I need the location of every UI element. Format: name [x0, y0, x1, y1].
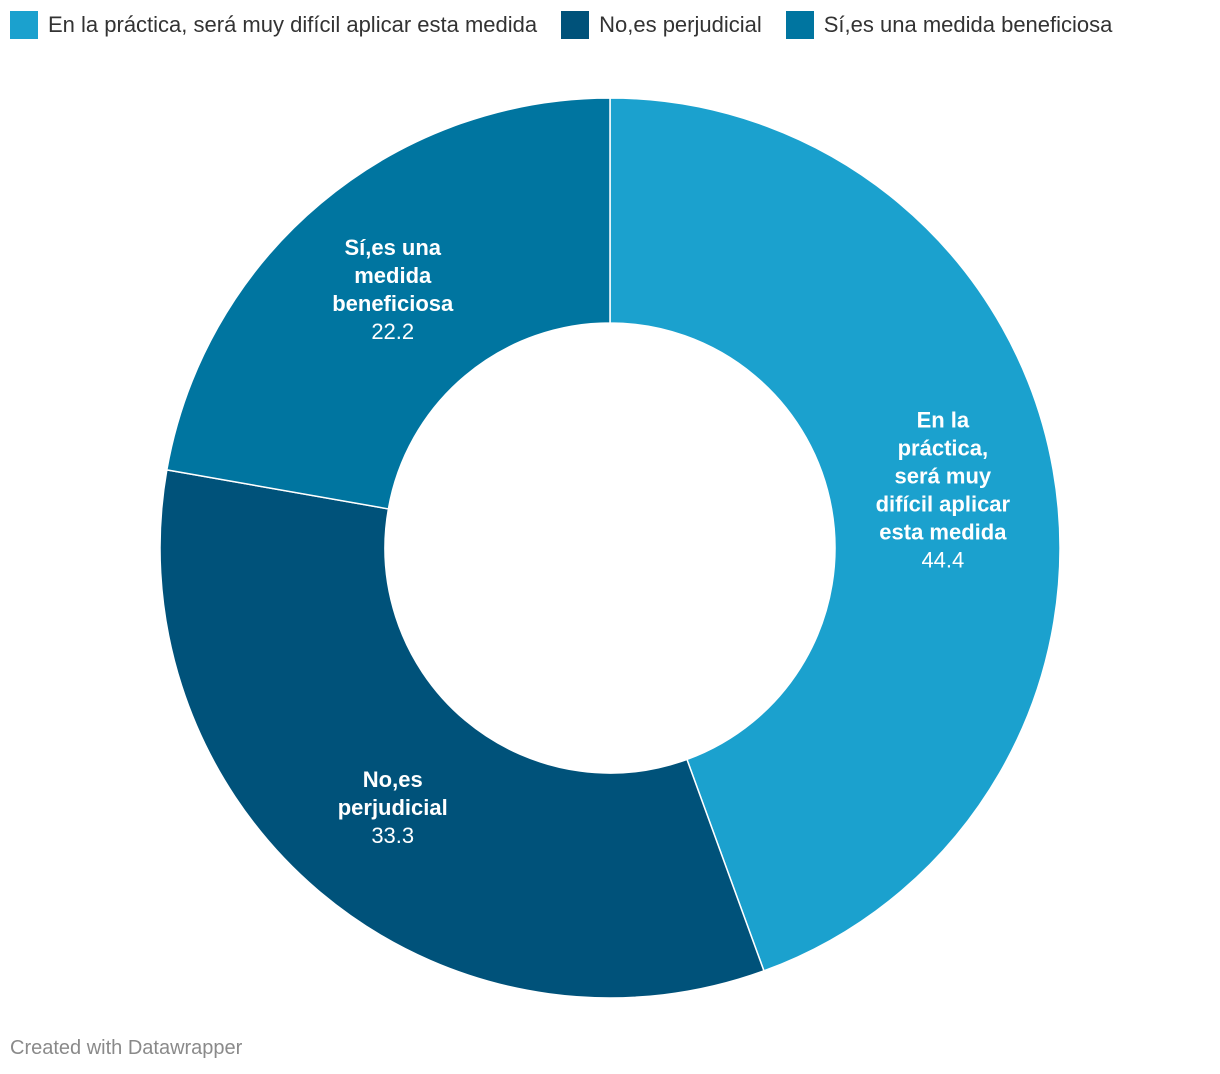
slice-label-beneficiosa: Sí,es una medida beneficiosa 22.2 — [332, 235, 454, 344]
datawrapper-credit[interactable]: Created with Datawrapper — [10, 1037, 243, 1059]
legend-swatch — [561, 11, 590, 39]
slice-label-line: será muy — [895, 463, 992, 488]
slice-label-line: No,es — [363, 767, 423, 792]
legend-label: No,es perjudicial — [599, 12, 762, 37]
slice-label-line: esta medida — [879, 519, 1007, 544]
legend-swatch — [785, 11, 814, 39]
slice-label-line: práctica, — [898, 435, 989, 460]
legend-item-perjudicial[interactable]: No,es perjudicial — [561, 11, 762, 39]
slice-label-practica: En la práctica, será muy difícil aplicar est… — [876, 407, 1011, 572]
legend: En la práctica, será muy difícil aplicar… — [10, 8, 1210, 42]
slice-value-label: 22.2 — [371, 319, 414, 344]
slice-value-label: 44.4 — [921, 547, 964, 572]
slice-label-perjudicial: No,es perjudicial 33.3 — [338, 767, 448, 848]
slice-practica[interactable] — [609, 97, 1061, 972]
slice-beneficiosa[interactable] — [165, 97, 611, 510]
legend-label: Sí,es una medida beneficiosa — [823, 12, 1113, 37]
slice-label-line: En la — [917, 407, 970, 432]
legend-item-beneficiosa[interactable]: Sí,es una medida beneficiosa — [785, 11, 1113, 39]
slice-value-label: 33.3 — [371, 823, 414, 848]
legend-label: En la práctica, será muy difícil aplicar… — [48, 12, 538, 37]
slice-label-line: medida — [354, 263, 432, 288]
slice-perjudicial[interactable] — [159, 468, 765, 999]
legend-swatch — [10, 11, 38, 39]
slice-label-line: beneficiosa — [332, 291, 454, 316]
slice-label-line: difícil aplicar — [876, 491, 1011, 516]
slice-label-line: Sí,es una — [344, 235, 441, 260]
slice-label-line: perjudicial — [338, 795, 448, 820]
legend-item-practica[interactable]: En la práctica, será muy difícil aplicar… — [10, 11, 537, 39]
